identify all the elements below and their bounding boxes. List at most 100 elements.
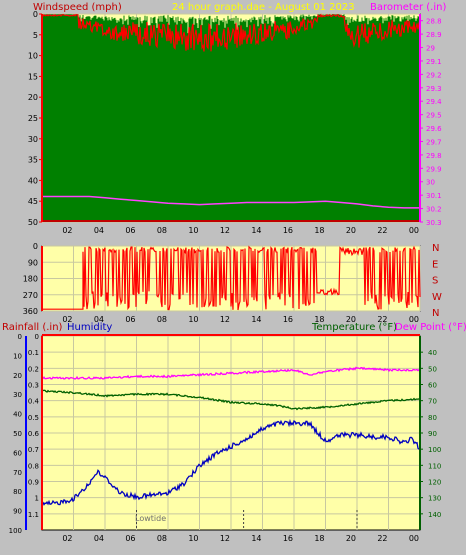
dir-x-tick-label: 00: [409, 315, 419, 324]
barometer-line: [42, 195, 420, 209]
rht-x-tick-label: 00: [409, 534, 419, 543]
wind-y-tick-label: 0: [33, 10, 38, 19]
dir-x-tick-label: 06: [125, 315, 135, 324]
temp-y-tick-label: 100: [428, 446, 441, 454]
temp-y-tick-label: 40: [428, 349, 437, 357]
rht-x-tick-label: 14: [251, 534, 261, 543]
baro-y-tick-label: 29.4: [426, 98, 442, 106]
humidity-axis-title: Humidity: [67, 322, 112, 333]
wind-x-tick-label: 02: [62, 226, 72, 235]
baro-y-tick-label: 29.8: [426, 152, 442, 160]
chart-title: 24 hour graph.dae - August 01 2023: [172, 2, 355, 13]
compass-label: N: [432, 308, 439, 319]
baro-y-tick-label: 30: [426, 179, 435, 187]
rain-y-tick-label: 0: [35, 333, 39, 341]
rain-y-tick-label: 1: [35, 495, 39, 503]
rain-y-tick-label: 0.6: [28, 430, 40, 438]
humidity-line: [41, 418, 421, 506]
wind-y-tick-label: 30: [28, 135, 38, 144]
rht-x-tick-label: 22: [377, 534, 387, 543]
wind-y-tick-label: 40: [28, 176, 38, 185]
temp-y-tick-label: 110: [428, 462, 441, 470]
rht-x-tick-label: 18: [314, 534, 324, 543]
humidity-y-tick-label: 10: [13, 352, 22, 360]
humidity-y-tick-label: 90: [13, 508, 22, 516]
wind-x-tick-label: 18: [314, 226, 324, 235]
rain-y-tick-label: 0.1: [28, 349, 39, 357]
rht-x-tick-label: 02: [62, 534, 72, 543]
dir-x-tick-label: 22: [377, 315, 387, 324]
direction-y-tick-label: 270: [23, 291, 38, 300]
wind-y-tick-label: 5: [33, 31, 38, 40]
rain-y-tick-label: 0.9: [28, 479, 39, 487]
windspeed-line: [41, 13, 421, 52]
wind-y-tick-label: 35: [28, 156, 38, 165]
baro-y-tick-label: 30.2: [426, 206, 442, 214]
direction-y-tick-label: 0: [33, 242, 38, 251]
dewpoint-axis-title: Dew Point (°F): [395, 322, 466, 333]
rht-x-tick-label: 20: [346, 534, 356, 543]
baro-y-tick-label: 29.2: [426, 71, 442, 79]
wind-avg-bars: [41, 14, 421, 222]
temp-y-tick-label: 50: [428, 365, 437, 373]
temp-y-tick-label: 80: [428, 414, 437, 422]
dir-x-tick-label: 08: [157, 315, 167, 324]
dewpoint-line: [41, 366, 421, 380]
rht-x-tick-label: 06: [125, 534, 135, 543]
temp-y-tick-label: 140: [428, 511, 441, 519]
dir-x-tick-label: 04: [94, 315, 104, 324]
wind-y-tick-label: 15: [28, 72, 38, 81]
humidity-y-tick-label: 80: [13, 488, 22, 496]
baro-y-tick-label: 29.3: [426, 85, 442, 93]
rht-x-tick-label: 04: [94, 534, 104, 543]
temperature-axis-title: Temperature (°F): [311, 322, 397, 333]
dir-x-tick-label: 12: [220, 315, 230, 324]
dir-x-tick-label: 14: [251, 315, 261, 324]
wind-x-tick-label: 08: [157, 226, 167, 235]
wind-x-tick-label: 22: [377, 226, 387, 235]
temp-y-tick-label: 120: [428, 479, 441, 487]
compass-label: S: [432, 276, 438, 287]
rain-y-tick-label: 0.7: [28, 446, 39, 454]
rain-y-tick-label: 0.8: [28, 462, 39, 470]
rain-y-tick-label: 0.4: [28, 398, 40, 406]
temp-y-tick-label: 130: [428, 495, 441, 503]
temp-y-tick-label: 60: [428, 382, 437, 390]
rain-y-tick-label: 1.1: [28, 511, 39, 519]
wind-direction-line: [42, 245, 421, 311]
temp-y-tick-label: 90: [428, 430, 437, 438]
rht-x-tick-label: 12: [220, 534, 230, 543]
wind-x-tick-label: 16: [283, 226, 293, 235]
temp-y-tick-label: 70: [428, 398, 437, 406]
direction-y-tick-label: 360: [23, 307, 38, 316]
baro-y-tick-label: 29.7: [426, 138, 442, 146]
baro-y-tick-label: 30.3: [426, 219, 442, 227]
wind-y-tick-label: 45: [28, 197, 38, 206]
humidity-y-tick-label: 100: [9, 527, 22, 535]
humidity-y-tick-label: 20: [13, 372, 22, 380]
wind-x-tick-label: 10: [188, 226, 198, 235]
baro-y-tick-label: 29.9: [426, 165, 442, 173]
windspeed-axis-title: Windspeed (mph): [33, 2, 122, 13]
humidity-y-tick-label: 60: [13, 449, 22, 457]
barometer-axis-title: Barometer (.in): [370, 2, 446, 13]
wind-x-tick-label: 06: [125, 226, 135, 235]
dir-x-tick-label: 18: [314, 315, 324, 324]
wind-y-tick-label: 20: [28, 93, 38, 102]
baro-y-tick-label: 29.6: [426, 125, 442, 133]
baro-y-tick-label: 29.5: [426, 112, 442, 120]
rht-x-tick-label: 08: [157, 534, 167, 543]
lowtide-label: Lowtide: [135, 514, 166, 523]
wind-x-tick-label: 04: [94, 226, 104, 235]
wind-x-tick-label: 00: [409, 226, 419, 235]
compass-label: E: [432, 259, 438, 270]
dir-x-tick-label: 02: [62, 315, 72, 324]
rainfall-axis-title: Rainfall (.in): [2, 322, 63, 333]
wind-x-tick-label: 20: [346, 226, 356, 235]
direction-y-tick-label: 180: [23, 275, 38, 284]
humidity-y-tick-label: 40: [13, 411, 22, 419]
dir-x-tick-label: 20: [346, 315, 356, 324]
